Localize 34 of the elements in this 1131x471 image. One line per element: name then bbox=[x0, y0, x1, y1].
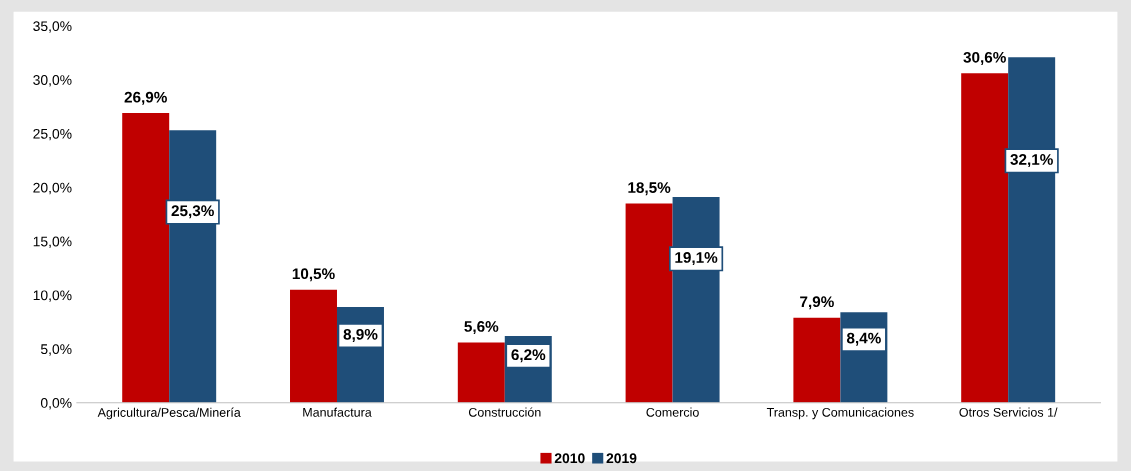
data-label: 30,6% bbox=[963, 51, 1006, 65]
data-label: 7,9% bbox=[800, 296, 834, 310]
bar bbox=[457, 342, 505, 403]
bar bbox=[793, 317, 841, 403]
y-tick-label: 30,0% bbox=[33, 75, 72, 87]
y-tick-label: 15,0% bbox=[33, 236, 72, 249]
data-label: 5,6% bbox=[464, 321, 499, 335]
data-label: 10,5% bbox=[292, 268, 335, 282]
y-tick-label: 10,0% bbox=[33, 290, 72, 302]
data-label: 8,9% bbox=[343, 328, 378, 342]
y-tick-label: 0,0% bbox=[40, 398, 72, 410]
data-label: 26,9% bbox=[124, 91, 167, 105]
y-tick-label: 25,0% bbox=[33, 128, 72, 141]
data-label: 32,1% bbox=[1010, 154, 1053, 168]
x-tick-label: Otros Servicios 1/ bbox=[959, 407, 1058, 417]
x-tick-label: Manufactura bbox=[303, 407, 372, 417]
bar bbox=[625, 203, 673, 403]
x-tick-label: Construcción bbox=[468, 407, 541, 417]
data-label: 8,4% bbox=[846, 332, 881, 346]
legend-label: 2019 bbox=[606, 453, 637, 464]
bar bbox=[290, 289, 337, 403]
x-tick-label: Comercio bbox=[646, 407, 699, 417]
y-tick-label: 20,0% bbox=[33, 182, 72, 195]
legend-label: 2010 bbox=[554, 453, 585, 464]
y-tick-label: 5,0% bbox=[40, 344, 72, 356]
bar bbox=[961, 73, 1009, 403]
x-tick-label: Transp. y Comunicaciones bbox=[766, 407, 914, 420]
x-tick-label: Agricultura/Pesca/Minería bbox=[97, 407, 241, 420]
data-label: 19,1% bbox=[675, 252, 718, 266]
bar bbox=[122, 113, 170, 403]
y-tick-label: 35,0% bbox=[33, 21, 72, 33]
data-label: 18,5% bbox=[628, 182, 671, 196]
data-label: 6,2% bbox=[511, 349, 546, 363]
data-label: 25,3% bbox=[171, 205, 214, 219]
